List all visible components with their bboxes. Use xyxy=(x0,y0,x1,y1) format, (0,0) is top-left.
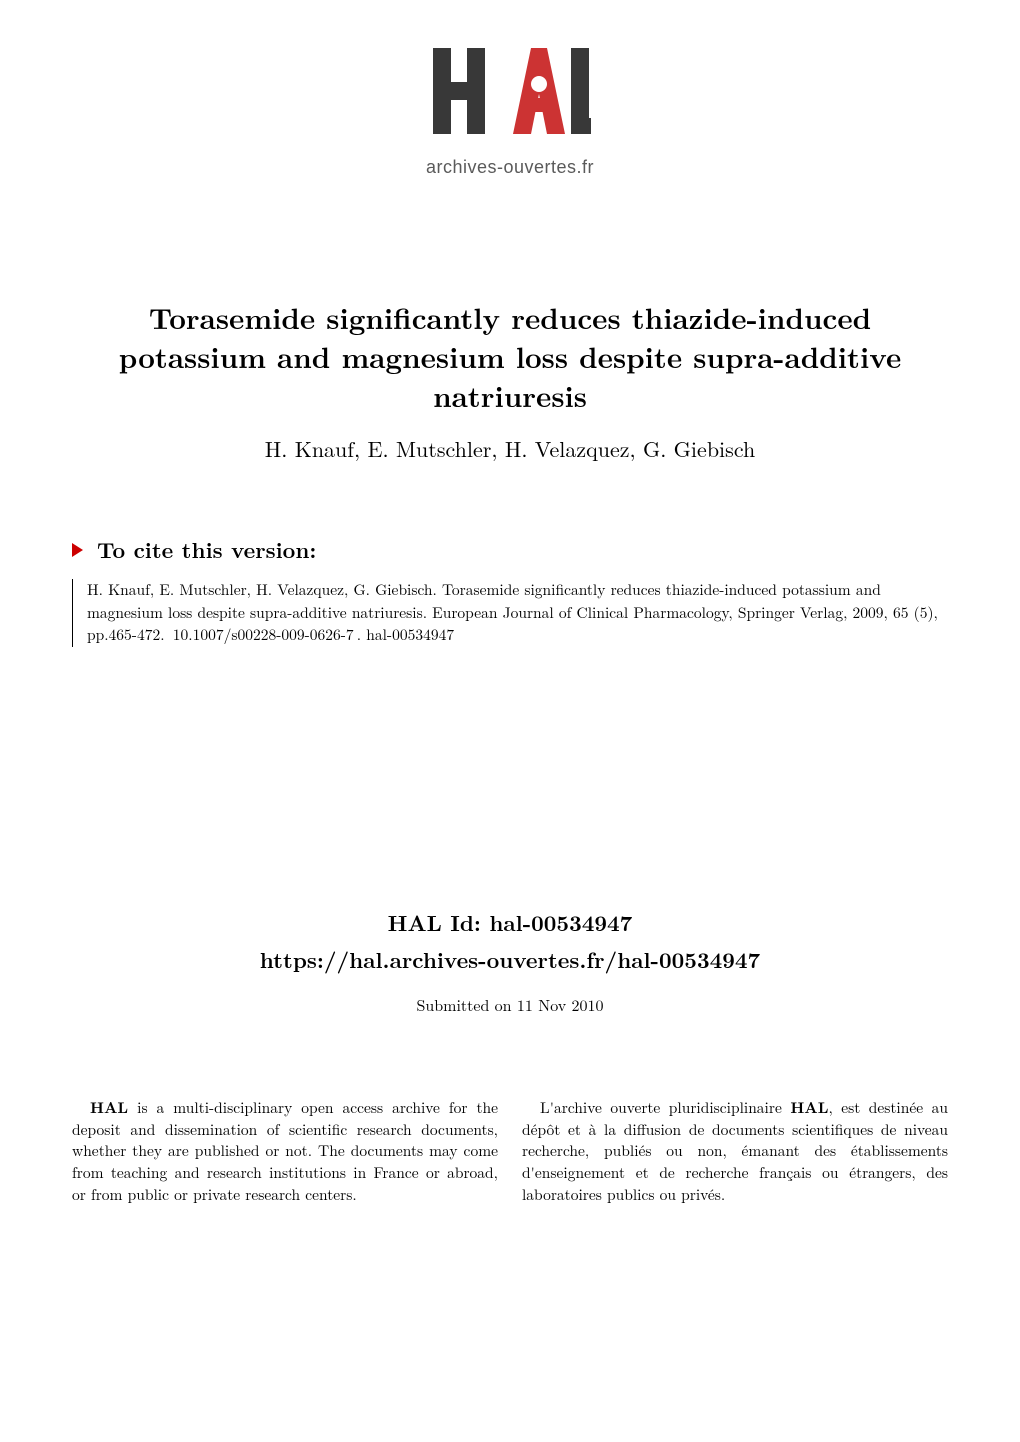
authors-line: H. Knauf, E. Mutschler, H. Velazquez, G.… xyxy=(80,433,940,464)
left-bold: HAL xyxy=(90,1095,128,1118)
citation-text: H. Knauf, E. Mutschler, H. Velazquez, G.… xyxy=(72,579,948,646)
description-right: L'archive ouverte pluridisciplinaire HAL… xyxy=(522,1096,948,1205)
cite-heading: To cite this version: xyxy=(97,534,316,565)
hal-logo-icon xyxy=(425,40,595,150)
paper-title: Torasemide significantly reduces thiazid… xyxy=(80,298,940,415)
hal-id-block: HAL Id: hal-00534947 https://hal.archive… xyxy=(0,907,1020,1016)
hal-id: HAL Id: hal-00534947 xyxy=(0,907,1020,938)
hal-logo-block: archives-ouvertes.fr xyxy=(0,0,1020,178)
submitted-date: Submitted on 11 Nov 2010 xyxy=(0,993,1020,1016)
cite-block: To cite this version: H. Knauf, E. Mutsc… xyxy=(0,534,1020,646)
logo-caption: archives-ouvertes.fr xyxy=(0,157,1020,178)
description-left: HAL is a multi-disciplinary open access … xyxy=(72,1096,498,1205)
right-bold: HAL xyxy=(790,1095,828,1118)
right-pre: L'archive ouverte pluridisciplinaire xyxy=(540,1097,790,1118)
hal-url[interactable]: https://hal.archives-ouvertes.fr/hal-005… xyxy=(0,944,1020,975)
description-columns: HAL is a multi-disciplinary open access … xyxy=(0,1096,1020,1205)
cite-heading-row: To cite this version: xyxy=(72,534,948,565)
left-rest: is a multi-disciplinary open access arch… xyxy=(72,1097,498,1205)
triangle-icon xyxy=(72,543,83,557)
title-block: Torasemide significantly reduces thiazid… xyxy=(0,298,1020,464)
